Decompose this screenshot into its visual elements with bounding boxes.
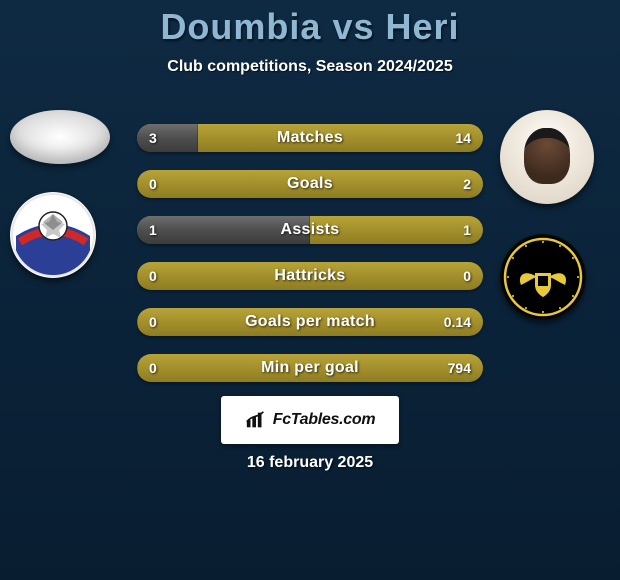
bar-hattricks: 0 Hattricks 0 bbox=[137, 262, 483, 290]
bar-label: Matches bbox=[137, 124, 483, 152]
title-player-right: Heri bbox=[386, 6, 460, 47]
crest-right bbox=[500, 234, 586, 320]
bar-label: Min per goal bbox=[137, 354, 483, 382]
bar-gpm: 0 Goals per match 0.14 bbox=[137, 308, 483, 336]
brand-badge: FcTables.com bbox=[221, 396, 399, 444]
bar-label: Goals bbox=[137, 170, 483, 198]
crest-left bbox=[10, 192, 96, 278]
crest-right-svg bbox=[500, 234, 586, 320]
date-text: 16 february 2025 bbox=[0, 454, 620, 472]
left-column bbox=[10, 110, 110, 278]
bar-value-right: 0 bbox=[463, 262, 471, 290]
bar-value-right: 0.14 bbox=[444, 308, 471, 336]
bar-matches: 3 Matches 14 bbox=[137, 124, 483, 152]
bar-assists: 1 Assists 1 bbox=[137, 216, 483, 244]
bar-value-right: 794 bbox=[448, 354, 471, 382]
title-player-left: Doumbia bbox=[160, 6, 321, 47]
bar-mpg: 0 Min per goal 794 bbox=[137, 354, 483, 382]
avatar-left bbox=[10, 110, 110, 164]
title-vs: vs bbox=[332, 6, 374, 47]
bar-value-right: 2 bbox=[463, 170, 471, 198]
bar-value-right: 14 bbox=[455, 124, 471, 152]
crest-left-svg bbox=[10, 192, 96, 278]
bar-label: Goals per match bbox=[137, 308, 483, 336]
bar-value-right: 1 bbox=[463, 216, 471, 244]
page-title: Doumbia vs Heri bbox=[0, 0, 620, 48]
bar-label: Assists bbox=[137, 216, 483, 244]
comparison-infographic: Doumbia vs Heri Club competitions, Seaso… bbox=[0, 0, 620, 580]
bar-label: Hattricks bbox=[137, 262, 483, 290]
subtitle: Club competitions, Season 2024/2025 bbox=[0, 58, 620, 76]
bar-goals: 0 Goals 2 bbox=[137, 170, 483, 198]
right-column bbox=[500, 110, 600, 320]
stat-bars: 3 Matches 14 0 Goals 2 1 Assists 1 0 Hat… bbox=[137, 124, 483, 400]
brand-bars-icon bbox=[245, 409, 267, 431]
avatar-right bbox=[500, 110, 594, 204]
brand-text: FcTables.com bbox=[273, 411, 376, 429]
